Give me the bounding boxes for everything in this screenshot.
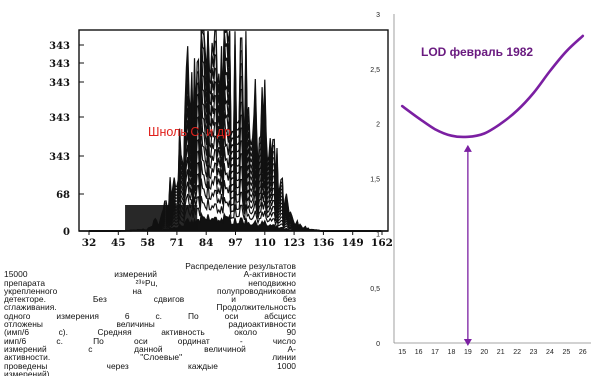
caption-line: укрепленного на полупроводниковом — [4, 285, 296, 296]
caption-line: (имп/6 с). Средняя активность около 90 — [4, 327, 296, 338]
caption-text: Распределение результатов 15000 измерений… — [4, 262, 296, 376]
histogram-y-tick-label: 343 — [49, 113, 70, 124]
caption-line: одного измерения 6 с. По оси абсцисс — [4, 310, 296, 321]
histogram-x-tick-label: 84 — [199, 237, 214, 249]
lod-x-tick-label: 15 — [398, 349, 406, 356]
caption-line: имп/6 с. По оси ординат - число — [4, 335, 296, 346]
lod-x-tick-label: 26 — [579, 349, 587, 356]
minimum-marker-arrow — [463, 144, 472, 346]
histogram-x-tick-label: 123 — [283, 237, 305, 249]
lod-title: LOD февраль 1982 — [421, 45, 533, 59]
histogram-x-ticks: 32 45 58 71 84 97 110 123 136 149 162 — [82, 231, 393, 249]
lod-x-tick-label: 18 — [448, 349, 456, 356]
lod-chart: 0 0,5 1 1,5 2 2,5 3 15 16 17 18 19 20 21 22 23 24 25 26 L… — [370, 12, 591, 356]
lod-x-tick-label: 25 — [562, 349, 570, 356]
caption-line: активности. "Слоевые" линии — [4, 352, 296, 363]
histogram-y-tick-label: 0 — [63, 227, 70, 238]
histogram-x-tick-label: 97 — [228, 237, 243, 249]
lod-y-ticks: 0 0,5 1 1,5 2 2,5 3 — [370, 12, 380, 348]
histogram-dense-base — [125, 205, 198, 231]
lod-y-tick-label: 0,5 — [370, 286, 380, 293]
caption-line: Распределение результатов — [185, 261, 296, 271]
caption-line: измерений с данной величиной А- — [4, 343, 296, 354]
lod-x-tick-label: 16 — [415, 349, 423, 356]
histogram-y-tick-label: 343 — [49, 152, 70, 163]
caption-line: проведены через каждые 1000 — [4, 360, 296, 371]
lod-x-tick-label: 23 — [530, 349, 538, 356]
caption-line: отложены величины радиоактивности — [4, 319, 296, 330]
histogram-y-ticks: 0 68 343 343 343 343 343 — [49, 41, 84, 238]
caption-line: препарата ²³⁹Pu, неподвижно — [4, 277, 296, 288]
histogram-x-tick-label: 71 — [170, 237, 185, 249]
caption-line: 15000 измерений А-активности — [4, 269, 296, 280]
lod-x-tick-label: 17 — [431, 349, 439, 356]
histogram-x-tick-label: 149 — [342, 237, 364, 249]
histogram-layers — [89, 29, 382, 232]
lod-y-tick-label: 2,5 — [370, 67, 380, 74]
histogram-y-tick-label: 343 — [49, 59, 70, 70]
lod-x-tick-label: 22 — [513, 349, 521, 356]
lod-x-tick-label: 20 — [480, 349, 488, 356]
histogram-x-tick-label: 58 — [140, 237, 155, 249]
lod-y-tick-label: 1 — [376, 231, 380, 238]
caption-line: измерений) — [4, 368, 50, 376]
author-annotation: Шноль С. и др — [148, 125, 231, 139]
histogram-y-tick-label: 343 — [49, 78, 70, 89]
caption-line: сглаживания. Продолжительность — [4, 302, 296, 313]
lod-series-line — [400, 34, 585, 139]
lod-y-tick-label: 3 — [376, 12, 380, 19]
histogram-x-tick-label: 45 — [111, 237, 126, 249]
lod-y-tick-label: 2 — [376, 122, 380, 129]
lod-y-tick-label: 1,5 — [370, 177, 380, 184]
lod-x-tick-label: 19 — [464, 349, 472, 356]
lod-x-tick-label: 24 — [546, 349, 554, 356]
histogram-y-tick-label: 68 — [56, 190, 70, 201]
histogram-x-tick-label: 32 — [82, 237, 97, 249]
marker-arrowhead-down — [463, 339, 472, 346]
histogram-y-tick-label: 343 — [49, 41, 70, 52]
caption-line: детекторе. Без сдвигов и без — [4, 294, 296, 305]
marker-arrowhead-up — [463, 144, 472, 152]
histogram-x-tick-label: 110 — [254, 237, 276, 249]
histogram-x-tick-label: 162 — [371, 237, 393, 249]
lod-y-tick-label: 0 — [376, 341, 380, 348]
histogram-x-tick-label: 136 — [312, 237, 334, 249]
histogram-chart: 0 68 343 343 343 343 343 32 45 58 71 84 97 110 123 136… — [49, 29, 393, 249]
lod-x-ticks: 15 16 17 18 19 20 21 22 23 24 25 26 — [398, 349, 586, 356]
lod-x-tick-label: 21 — [497, 349, 505, 356]
